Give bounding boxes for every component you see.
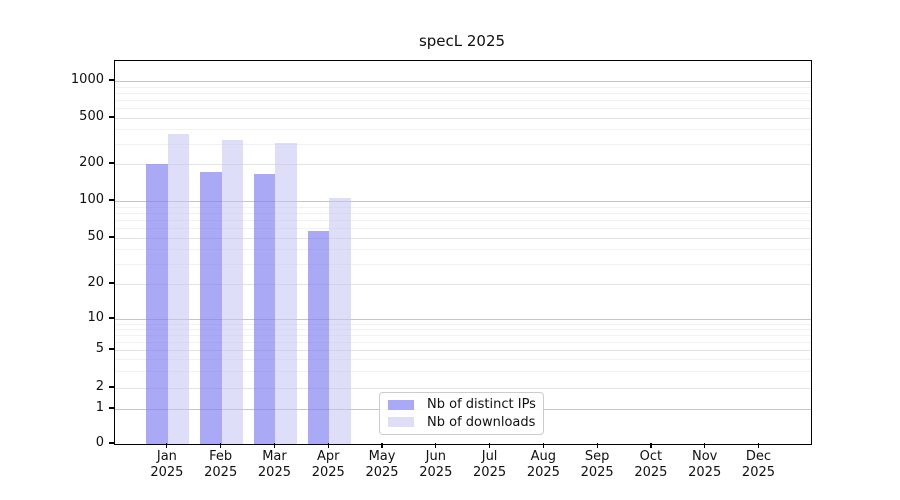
y-tick-label-500: 500 xyxy=(79,109,104,124)
x-tick-label-jul: Jul 2025 xyxy=(473,449,507,480)
y-tick-label-10: 10 xyxy=(87,310,104,325)
bar-feb-distinct-ips xyxy=(200,172,222,444)
y-tick-label-1000: 1000 xyxy=(70,72,104,87)
y-tick-label-2: 2 xyxy=(95,379,104,394)
y-tick-mark xyxy=(109,407,114,409)
gridline-8 xyxy=(115,328,811,330)
gridline-7 xyxy=(115,334,811,336)
gridline-80 xyxy=(115,212,811,214)
gridline-100 xyxy=(115,201,811,202)
gridline-90 xyxy=(115,206,811,208)
x-tick-label-feb: Feb 2025 xyxy=(204,449,238,480)
chart-title: specL 2025 xyxy=(418,32,506,50)
x-tick-label-oct: Oct 2025 xyxy=(634,449,668,480)
y-tick-label-20: 20 xyxy=(87,275,104,290)
x-tick-label-jun: Jun 2025 xyxy=(419,449,453,480)
bar-jan-downloads xyxy=(167,134,190,444)
y-tick-mark xyxy=(109,79,114,81)
y-tick-mark xyxy=(109,162,114,164)
x-tick-mark xyxy=(488,443,491,448)
legend-entry-distinct-ips: Nb of distinct IPs xyxy=(388,397,536,413)
gridline-2 xyxy=(115,388,811,389)
gridline-200 xyxy=(115,164,811,165)
y-tick-label-200: 200 xyxy=(79,155,104,170)
x-tick-mark xyxy=(166,443,168,448)
gridline-30 xyxy=(115,263,811,265)
y-tick-mark xyxy=(109,116,114,118)
x-tick-mark xyxy=(596,443,598,448)
plot-area xyxy=(114,60,812,445)
x-tick-label-aug: Aug 2025 xyxy=(526,449,560,480)
gridline-60 xyxy=(115,228,811,230)
x-tick-mark xyxy=(381,443,383,448)
x-tick-mark xyxy=(273,443,276,448)
x-tick-mark xyxy=(435,443,437,448)
gridline-300 xyxy=(115,143,811,145)
gridline-6 xyxy=(115,341,811,343)
legend: Nb of distinct IPs Nb of downloads xyxy=(379,392,544,435)
gridline-70 xyxy=(115,220,811,222)
bar-apr-downloads xyxy=(329,197,351,444)
y-tick-mark xyxy=(109,348,114,350)
gridline-700 xyxy=(115,100,811,102)
x-tick-mark xyxy=(704,443,706,448)
y-tick-label-100: 100 xyxy=(79,192,104,207)
x-tick-label-mar: Mar 2025 xyxy=(257,449,291,480)
x-tick-label-jan: Jan 2025 xyxy=(150,449,184,480)
legend-entry-downloads: Nb of downloads xyxy=(388,415,535,430)
y-tick-label-0: 0 xyxy=(95,435,104,450)
legend-swatch xyxy=(388,417,414,428)
gridline-800 xyxy=(115,92,811,94)
x-tick-label-dec: Dec 2025 xyxy=(741,449,776,480)
legend-label: Nb of downloads xyxy=(427,414,536,430)
gridline-50 xyxy=(115,238,811,239)
bar-mar-distinct-ips xyxy=(253,173,276,444)
y-tick-label-50: 50 xyxy=(87,229,104,244)
gridline-10 xyxy=(115,319,811,320)
bar-jan-distinct-ips xyxy=(146,164,168,444)
gridline-500 xyxy=(115,118,811,119)
y-tick-mark xyxy=(109,236,114,238)
gridline-3 xyxy=(115,371,811,373)
x-tick-mark xyxy=(220,443,222,448)
x-tick-label-nov: Nov 2025 xyxy=(688,449,722,480)
gridline-4 xyxy=(115,359,811,361)
x-tick-mark xyxy=(757,443,760,448)
x-tick-label-apr: Apr 2025 xyxy=(311,449,345,480)
y-tick-mark xyxy=(109,386,114,388)
gridline-600 xyxy=(115,108,811,110)
legend-swatch xyxy=(388,399,414,410)
bar-apr-distinct-ips xyxy=(307,231,330,444)
x-tick-mark xyxy=(650,443,652,448)
y-tick-mark xyxy=(109,199,114,201)
y-tick-label-5: 5 xyxy=(95,341,104,356)
x-tick-label-may: May 2025 xyxy=(365,449,399,480)
x-tick-label-sep: Sep 2025 xyxy=(580,449,614,480)
gridline-1000 xyxy=(115,81,811,82)
y-tick-mark xyxy=(109,442,114,444)
y-tick-label-1: 1 xyxy=(95,400,104,415)
bar-feb-downloads xyxy=(221,140,244,444)
gridline-900 xyxy=(115,86,811,88)
gridline-5 xyxy=(115,350,811,351)
gridline-20 xyxy=(115,284,811,285)
gridline-9 xyxy=(115,323,811,325)
y-tick-mark xyxy=(109,282,114,284)
x-tick-mark xyxy=(542,443,544,448)
gridline-40 xyxy=(115,249,811,251)
legend-label: Nb of distinct IPs xyxy=(427,397,536,413)
gridline-400 xyxy=(115,129,811,131)
bar-mar-downloads xyxy=(275,143,297,444)
y-tick-mark xyxy=(109,317,114,319)
x-tick-mark xyxy=(327,443,329,448)
